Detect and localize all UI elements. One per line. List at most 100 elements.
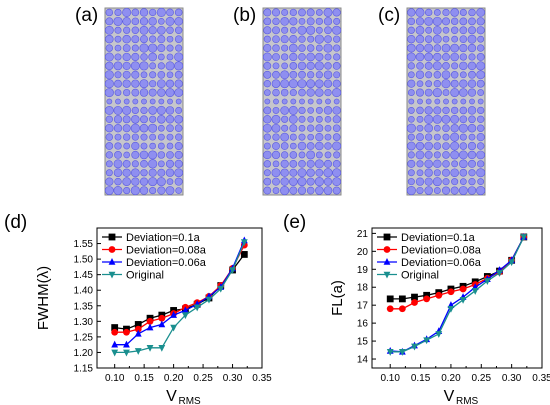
air-hole bbox=[458, 150, 468, 160]
air-hole bbox=[415, 88, 425, 97]
air-hole bbox=[408, 98, 415, 105]
air-hole bbox=[157, 133, 165, 141]
air-hole bbox=[424, 43, 434, 53]
air-hole bbox=[450, 17, 459, 26]
air-hole bbox=[467, 123, 477, 133]
chart-1: 0.10 0.15 0.20 0.25 0.30 0.35 14 15 16 17 18 19 20 21… bbox=[329, 227, 550, 405]
air-hole bbox=[477, 89, 485, 97]
air-hole bbox=[272, 187, 280, 194]
air-hole bbox=[297, 168, 307, 178]
x-tick-label: 0.25 bbox=[472, 373, 492, 384]
air-hole bbox=[298, 124, 306, 132]
air-hole bbox=[468, 53, 476, 61]
air-hole bbox=[424, 133, 433, 141]
air-hole bbox=[450, 43, 459, 53]
air-hole bbox=[140, 159, 148, 168]
air-hole bbox=[297, 25, 307, 35]
air-hole bbox=[333, 44, 341, 52]
air-hole bbox=[450, 132, 460, 142]
air-hole bbox=[315, 186, 324, 195]
air-hole bbox=[416, 106, 424, 115]
air-hole bbox=[271, 123, 281, 133]
air-hole bbox=[441, 79, 451, 89]
air-hole bbox=[106, 98, 113, 105]
air-hole bbox=[323, 79, 333, 88]
air-hole bbox=[280, 185, 290, 196]
air-hole bbox=[130, 123, 140, 133]
air-hole bbox=[442, 17, 450, 26]
air-hole bbox=[139, 177, 149, 186]
air-hole bbox=[433, 133, 441, 141]
y-axis-label: FL(a) bbox=[329, 280, 346, 316]
air-hole bbox=[156, 79, 166, 89]
data-point bbox=[229, 267, 236, 274]
air-hole bbox=[407, 115, 415, 123]
air-hole bbox=[450, 114, 460, 124]
air-hole bbox=[263, 186, 272, 195]
air-hole bbox=[424, 35, 433, 43]
series-3 bbox=[111, 239, 248, 357]
data-point bbox=[240, 239, 248, 246]
air-hole bbox=[467, 141, 477, 151]
air-hole bbox=[425, 71, 433, 79]
air-hole bbox=[148, 17, 157, 26]
air-hole bbox=[306, 177, 315, 186]
air-hole bbox=[166, 26, 174, 35]
data-point bbox=[111, 324, 119, 331]
air-hole bbox=[467, 43, 477, 53]
air-hole bbox=[416, 186, 424, 195]
legend-label: Deviation=0.08a bbox=[126, 245, 207, 257]
air-hole bbox=[131, 106, 139, 115]
air-hole bbox=[104, 88, 114, 98]
air-hole bbox=[165, 115, 175, 124]
air-hole bbox=[442, 106, 450, 115]
air-hole bbox=[332, 115, 341, 124]
air-hole bbox=[306, 61, 315, 71]
air-hole bbox=[174, 52, 184, 62]
data-point bbox=[471, 288, 479, 295]
air-hole bbox=[451, 35, 459, 43]
x-tick-label: 0.20 bbox=[164, 373, 184, 384]
air-hole bbox=[122, 124, 131, 133]
air-hole bbox=[306, 168, 315, 177]
air-hole bbox=[450, 106, 459, 115]
air-hole bbox=[416, 133, 424, 142]
air-hole bbox=[415, 70, 425, 80]
air-hole bbox=[324, 115, 332, 123]
air-hole bbox=[441, 114, 451, 124]
air-hole bbox=[442, 133, 450, 141]
air-hole bbox=[281, 44, 289, 52]
air-hole bbox=[290, 142, 297, 150]
air-hole bbox=[307, 107, 314, 114]
air-hole bbox=[157, 88, 166, 97]
air-hole bbox=[476, 185, 486, 196]
air-hole bbox=[289, 34, 298, 44]
air-hole bbox=[433, 25, 442, 35]
air-hole bbox=[424, 186, 433, 195]
air-hole bbox=[175, 133, 183, 141]
air-hole bbox=[165, 106, 175, 115]
air-hole bbox=[281, 62, 289, 70]
air-hole bbox=[289, 62, 298, 70]
air-hole bbox=[272, 177, 280, 186]
air-hole bbox=[148, 123, 158, 133]
air-hole bbox=[140, 142, 148, 150]
air-hole bbox=[166, 133, 174, 141]
data-point bbox=[134, 321, 142, 328]
air-hole bbox=[307, 98, 314, 105]
air-hole bbox=[149, 133, 157, 141]
air-hole bbox=[157, 142, 165, 150]
air-hole bbox=[263, 70, 272, 79]
air-hole bbox=[433, 169, 441, 177]
air-hole bbox=[307, 124, 315, 132]
air-hole bbox=[324, 133, 332, 141]
air-hole bbox=[424, 114, 434, 124]
air-hole bbox=[477, 106, 485, 115]
air-hole bbox=[271, 79, 281, 88]
air-hole bbox=[333, 98, 340, 105]
data-point bbox=[193, 304, 201, 312]
data-point bbox=[508, 259, 516, 267]
data-point bbox=[459, 285, 467, 293]
air-hole bbox=[450, 168, 459, 178]
air-hole bbox=[288, 114, 298, 124]
